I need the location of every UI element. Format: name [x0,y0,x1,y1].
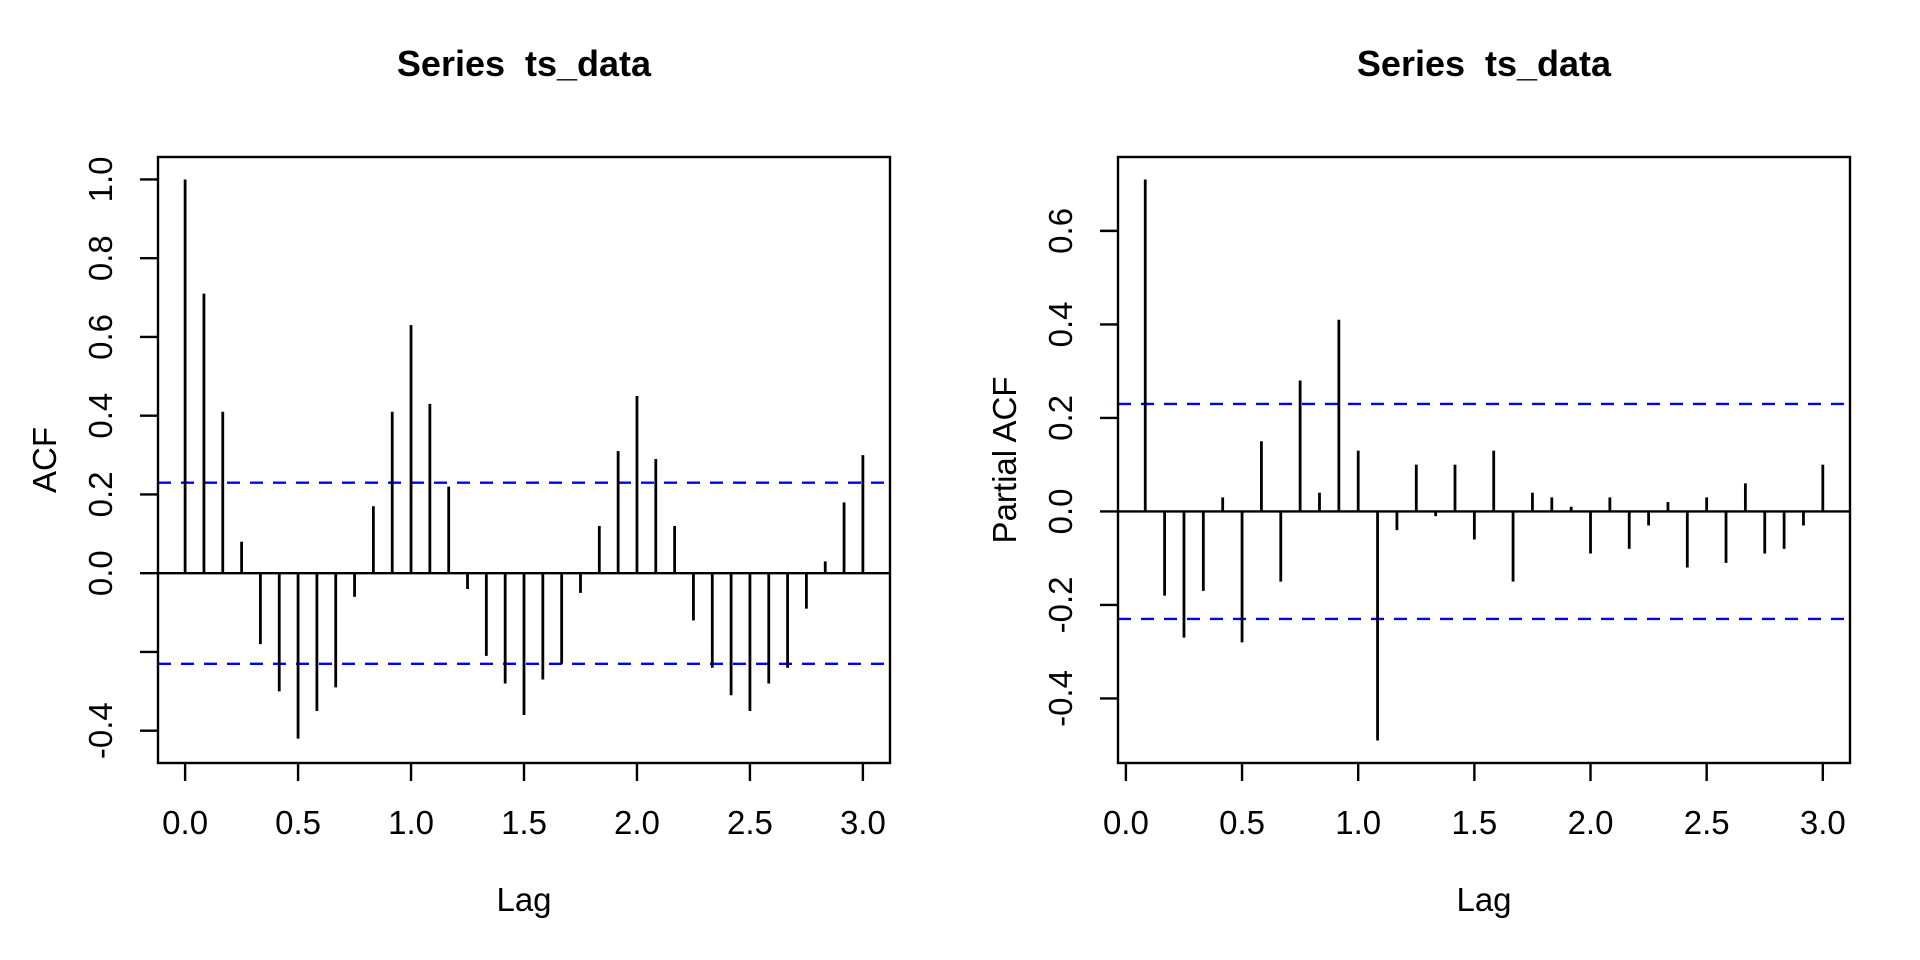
acf-x-axis-title: Lag [496,881,551,918]
pacf-y-tick-label: -0.4 [1042,670,1079,727]
pacf-x-tick-label: 2.0 [1568,804,1614,841]
pacf-x-axis-title: Lag [1456,881,1511,918]
acf-panel: 0.0 0.5 1.0 1.5 2.0 2.5 3.0 1.0 0.8 0.6 0.4 0.2 0.0 -… [26,43,892,918]
acf-y-tick-label: 0.6 [82,314,119,360]
acf-plot-title: Series ts_data [397,43,652,84]
pacf-x-tick-label: 3.0 [1800,804,1846,841]
pacf-y-tick-label: 0.4 [1042,301,1079,347]
acf-y-tick-label: 0.2 [82,472,119,518]
pacf-y-axis-title: Partial ACF [986,377,1023,544]
acf-y-tick-label: 0.4 [82,393,119,439]
acf-x-tick-label: 1.5 [501,804,547,841]
acf-x-tick-label: 2.0 [614,804,660,841]
acf-x-tick-label: 0.5 [275,804,321,841]
acf-y-axis-title: ACF [26,427,63,493]
pacf-y-tick-label: 0.6 [1042,208,1079,254]
pacf-panel: 0.0 0.5 1.0 1.5 2.0 2.5 3.0 0.6 0.4 0.2 0.0 -0.2 -0.… [960,0,1920,960]
acf-plot-svg: 0.0 0.5 1.0 1.5 2.0 2.5 3.0 1.0 0.8 0.6 0.4 0.2 0.0 -… [26,43,892,918]
acf-y-tick-label: 0.8 [82,235,119,281]
pacf-y-tick-label: -0.2 [1042,577,1079,634]
acf-x-tick-label: 3.0 [840,804,886,841]
acf-y-tick-label: -0.4 [82,702,119,759]
pacf-x-tick-label: 0.5 [1219,804,1265,841]
acf-x-tick-label: 2.5 [727,804,773,841]
pacf-plot-svg: 0.0 0.5 1.0 1.5 2.0 2.5 3.0 0.6 0.4 0.2 0.0 -0.2 -0.… [986,43,1852,918]
acf-x-tick-label: 1.0 [388,804,434,841]
acf-y-tick-label: 0.0 [82,550,119,596]
acf-x-tick-label: 0.0 [162,804,208,841]
pacf-x-tick-label: 0.0 [1103,804,1149,841]
pacf-plot-title: Series ts_data [1357,43,1612,84]
acf-y-tick-label: 1.0 [82,157,119,203]
pacf-y-tick-label: 0.2 [1042,395,1079,441]
pacf-plot-box [1116,155,1852,765]
pacf-y-tick-label: 0.0 [1042,488,1079,534]
pacf-x-tick-label: 1.5 [1451,804,1497,841]
pacf-x-tick-label: 1.0 [1335,804,1381,841]
pacf-x-tick-label: 2.5 [1684,804,1730,841]
